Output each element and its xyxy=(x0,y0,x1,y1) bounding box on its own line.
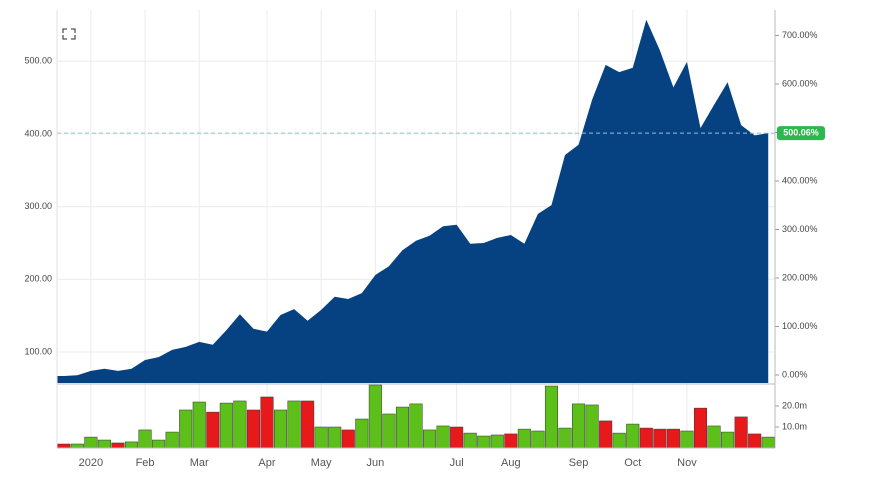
volume-bar xyxy=(260,396,274,449)
y2-tick-label: 100.00% xyxy=(782,321,818,331)
volume-bar xyxy=(152,439,166,449)
x-tick-label: Feb xyxy=(136,457,155,469)
volume-bar xyxy=(314,426,328,449)
volume-bar xyxy=(626,423,640,449)
volume-bar xyxy=(531,430,545,449)
volume-bar xyxy=(206,411,220,449)
y-tick-label: 500.00 xyxy=(24,56,52,66)
volume-bar xyxy=(287,400,301,449)
volume-bar xyxy=(653,428,667,449)
volume-bar xyxy=(179,409,193,449)
y-tick-label: 10.0m xyxy=(782,421,807,431)
volume-bar xyxy=(382,413,396,449)
volume-bar xyxy=(666,428,680,449)
volume-bar xyxy=(490,434,504,449)
price-area xyxy=(57,19,769,384)
y-tick-label: 100.00 xyxy=(24,346,52,356)
x-tick-label: Nov xyxy=(677,457,697,469)
y2-tick-label: 200.00% xyxy=(782,272,818,282)
volume-bar xyxy=(341,429,355,449)
volume-bar xyxy=(639,427,653,449)
y-tick-label: 20.0m xyxy=(782,400,807,410)
volume-bar xyxy=(70,443,84,449)
volume-bar xyxy=(436,425,450,449)
expand-icon[interactable] xyxy=(62,28,76,40)
volume-bar xyxy=(558,427,572,449)
y-tick-label: 400.00 xyxy=(24,128,52,138)
volume-bar xyxy=(707,425,721,449)
volume-bar xyxy=(57,443,71,449)
y2-tick-label: 600.00% xyxy=(782,78,818,88)
volume-bar xyxy=(748,433,762,449)
volume-bar xyxy=(368,384,382,449)
y2-tick-label: 700.00% xyxy=(782,30,818,40)
volume-bar xyxy=(97,439,111,449)
volume-bar xyxy=(192,401,206,449)
volume-bar xyxy=(517,428,531,449)
x-tick-label: Oct xyxy=(624,457,641,469)
volume-bar xyxy=(395,406,409,449)
volume-bar xyxy=(680,430,694,449)
volume-bar xyxy=(504,433,518,449)
volume-bar xyxy=(423,429,437,449)
x-tick-label: Aug xyxy=(501,457,521,469)
volume-bar xyxy=(219,402,233,449)
volume-bar xyxy=(477,435,491,449)
volume-bar xyxy=(355,418,369,449)
volume-bar xyxy=(165,431,179,449)
volume-bar xyxy=(734,416,748,449)
x-tick-label: Mar xyxy=(190,457,209,469)
x-tick-label: Sep xyxy=(569,457,589,469)
volume-bar xyxy=(301,400,315,449)
y-tick-label: 200.00 xyxy=(24,274,52,284)
volume-bar xyxy=(612,432,626,449)
volume-bar xyxy=(274,409,288,449)
x-tick-label: Jul xyxy=(450,457,464,469)
volume-bar xyxy=(233,400,247,449)
volume-bar xyxy=(246,409,260,449)
x-tick-label: May xyxy=(311,457,332,469)
current-label: 500.06% xyxy=(783,128,819,138)
volume-bar xyxy=(761,436,775,449)
volume-bar xyxy=(599,420,613,449)
volume-bar xyxy=(693,407,708,449)
volume-bar xyxy=(544,385,558,449)
volume-bar xyxy=(409,403,423,449)
volume-bar xyxy=(585,404,599,449)
y2-tick-label: 300.00% xyxy=(782,224,818,234)
y2-tick-label: 400.00% xyxy=(782,175,818,185)
volume-bar xyxy=(463,432,477,449)
volume-bar xyxy=(328,426,342,449)
current-label-box xyxy=(777,126,825,141)
volume-bar xyxy=(450,426,464,449)
x-tick-label: Jun xyxy=(366,457,384,469)
volume-bar xyxy=(138,429,152,449)
x-tick-label: 2020 xyxy=(79,457,103,469)
x-tick-label: Apr xyxy=(258,457,275,469)
y2-tick-label: 0.00% xyxy=(782,369,808,379)
volume-bar xyxy=(124,441,139,449)
volume-bar xyxy=(84,436,98,449)
volume-bar xyxy=(111,442,125,449)
volume-bar xyxy=(572,403,586,449)
y-tick-label: 300.00 xyxy=(24,201,52,211)
volume-bar xyxy=(721,431,735,449)
